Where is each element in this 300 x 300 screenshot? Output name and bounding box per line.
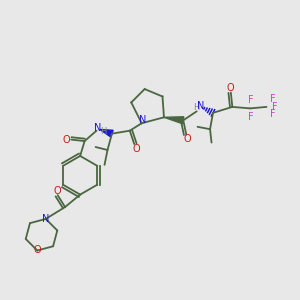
Text: O: O: [34, 245, 41, 256]
Text: O: O: [226, 83, 234, 93]
Text: F: F: [248, 95, 254, 105]
Text: F: F: [248, 112, 254, 122]
Text: O: O: [132, 143, 140, 154]
Text: O: O: [184, 134, 191, 144]
Text: F: F: [270, 109, 276, 119]
Text: N: N: [42, 214, 50, 224]
Text: O: O: [54, 186, 61, 196]
Polygon shape: [164, 117, 184, 124]
Text: N: N: [139, 115, 146, 125]
Text: F: F: [270, 94, 276, 104]
Text: F: F: [272, 102, 278, 112]
Polygon shape: [100, 130, 113, 137]
Text: H: H: [100, 128, 106, 136]
Text: H: H: [193, 103, 199, 112]
Text: N: N: [94, 123, 102, 133]
Text: N: N: [196, 101, 204, 111]
Text: O: O: [62, 135, 70, 145]
